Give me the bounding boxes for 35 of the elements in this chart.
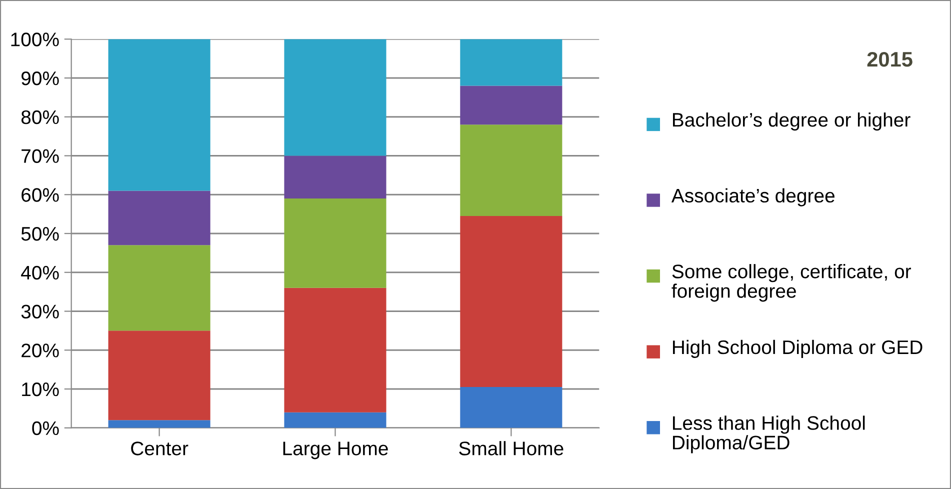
legend-label: Less than High School Diploma/GED [673,416,865,454]
y-tick-label: 20% [22,344,59,358]
bar [284,288,386,412]
y-tick-label: 100% [11,32,59,46]
bar [460,216,562,388]
y-tick-label: 40% [21,266,59,280]
y-tick-label: 30% [21,304,59,318]
x-tick-label: Large Home [283,442,388,460]
bar [460,86,562,125]
legend-label: High School Diploma or GED [673,340,922,358]
bar [108,330,210,420]
y-tick-label: 70% [22,149,59,163]
y-tick-label: 80% [21,110,59,124]
bar [108,190,210,246]
bar [108,245,210,331]
bar [284,412,386,428]
y-tick-label: 0% [32,421,59,436]
y-tick-label: 90% [22,71,59,86]
bar [108,420,210,428]
bar [460,124,562,216]
y-tick-label: 50% [21,226,59,241]
bar [284,156,386,199]
bar [284,39,386,156]
x-tick-label: Small Home [459,441,564,456]
text: 2015 [867,52,912,67]
bar [460,387,562,428]
bar [108,39,210,191]
legend-label: Some college, certificate, or foreign degree [672,264,912,302]
legend-label: Associate’s degree [671,188,834,206]
bar [460,39,562,86]
y-tick-label: 60% [22,188,59,202]
y-tick-label: 10% [22,382,59,396]
legend-label: Bachelor’s degree or higher [673,112,910,131]
bar [284,198,386,288]
x-tick-label: Center [131,442,188,456]
